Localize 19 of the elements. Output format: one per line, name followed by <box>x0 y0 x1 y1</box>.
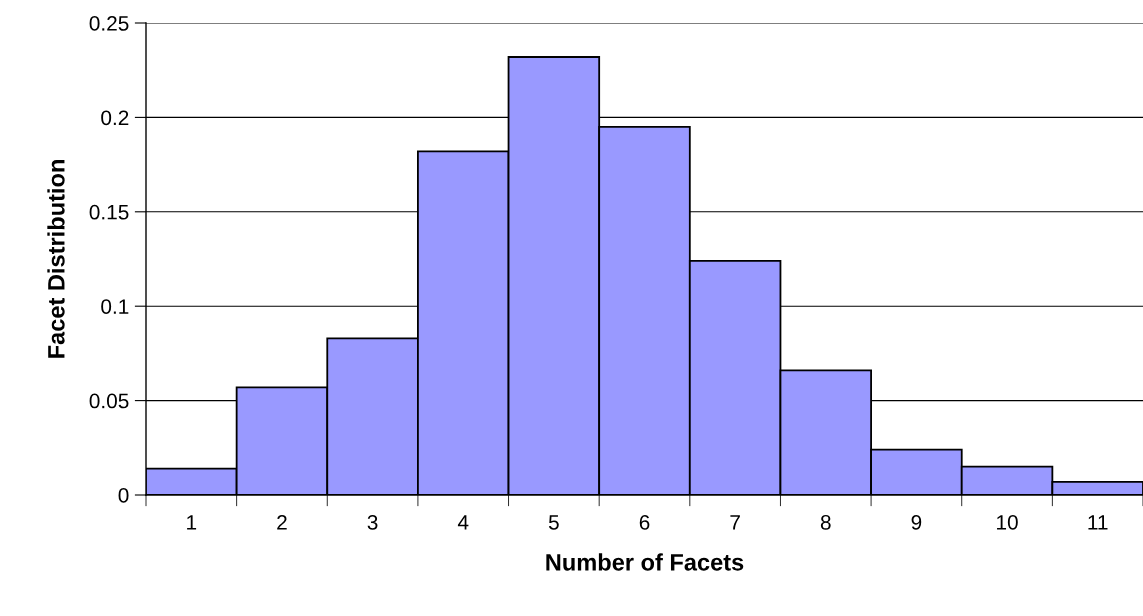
y-tick-label: 0.1 <box>101 299 129 314</box>
y-tick-label: 0.05 <box>89 393 129 409</box>
y-tick-label: 0.15 <box>89 204 129 220</box>
x-tick-label: 2 <box>277 514 287 530</box>
x-tick-label: 7 <box>730 515 740 530</box>
x-tick-label: 10 <box>997 514 1018 530</box>
y-tick-label: 0 <box>118 488 129 503</box>
x-tick-label: 1 <box>187 515 197 530</box>
y-axis-title: Facet Distribution <box>47 160 65 358</box>
x-tick-label: 6 <box>639 514 650 530</box>
x-tick-label: 4 <box>457 515 469 530</box>
y-tick-label: 0.25 <box>89 16 129 31</box>
x-tick-label: 8 <box>820 514 831 530</box>
x-tick-label: 9 <box>911 514 922 530</box>
x-tick-label: 3 <box>367 514 378 530</box>
y-tick-label: 0.2 <box>101 110 129 126</box>
x-tick-label: 5 <box>548 515 559 530</box>
x-tick-label: 11 <box>1088 515 1108 530</box>
x-axis-title: Number of Facets <box>546 553 744 571</box>
